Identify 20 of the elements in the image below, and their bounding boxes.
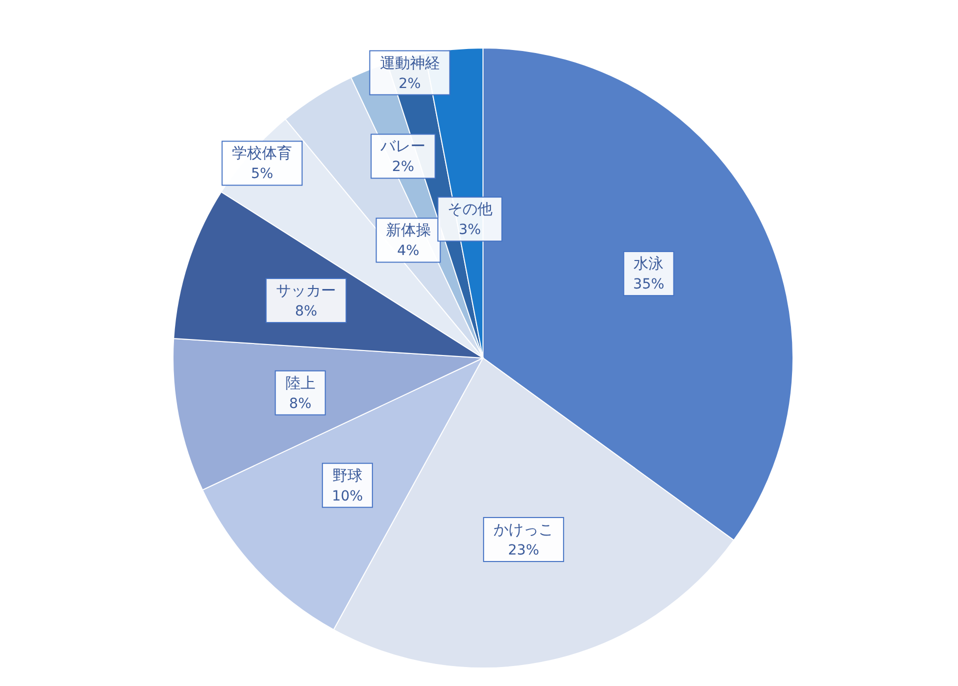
data-label: 5% xyxy=(250,166,274,182)
data-label: 35% xyxy=(633,276,664,293)
slice-label: バレー xyxy=(380,137,426,156)
slice-label: 野球 xyxy=(332,466,362,484)
slice-label: 陸上 xyxy=(285,374,316,392)
data-label: 8% xyxy=(294,304,318,320)
data-label: 4% xyxy=(397,243,420,260)
slice-label: その他 xyxy=(447,200,492,218)
slice-label: 運動神経 xyxy=(380,54,440,72)
slice-label: かけっこ xyxy=(494,520,554,539)
data-label: 2% xyxy=(392,159,414,176)
data-label: 3% xyxy=(458,222,481,238)
data-label: 2% xyxy=(398,76,421,92)
slice-label: 学校体育 xyxy=(232,144,292,162)
slice-label: 水泳 xyxy=(634,254,664,273)
data-label: 10% xyxy=(332,488,363,504)
slice-label: サッカー xyxy=(276,282,336,300)
data-label: 23% xyxy=(508,542,540,559)
slice-label: 新体操 xyxy=(386,221,431,240)
data-label: 8% xyxy=(289,396,312,412)
